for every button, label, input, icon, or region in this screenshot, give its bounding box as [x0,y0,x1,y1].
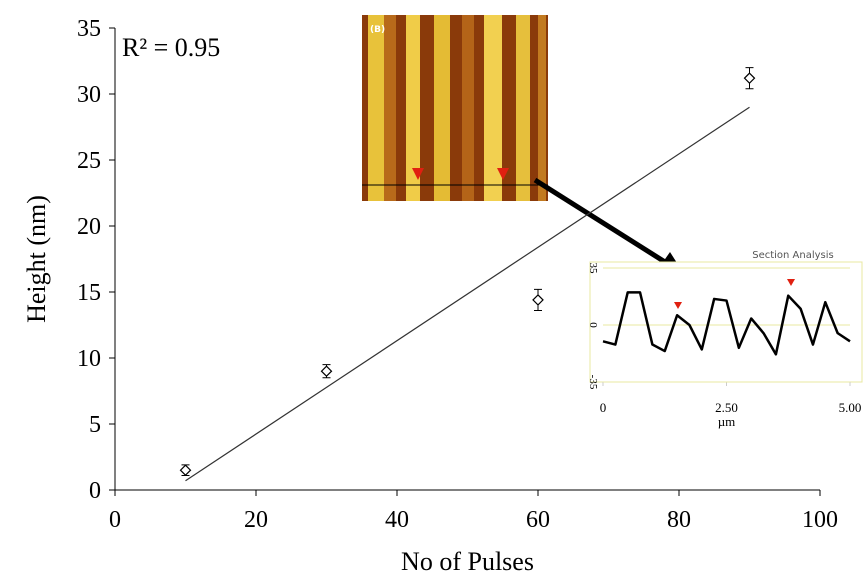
y-tick-label: 20 [77,214,101,240]
inset-y-tick-label: 0 [587,322,599,328]
trendline [185,106,750,482]
image-label: (B) [370,25,385,35]
afm-image: (B) [362,15,548,201]
annotation: R² = 0.95 [122,33,220,62]
y-axis-label: Height (nm) [22,195,51,323]
point [532,294,544,306]
marker [674,302,682,309]
inset-x-tick-label: 5.00 [839,400,862,415]
y-tick-label: 25 [77,148,101,174]
x-axis-label: No of Pulses [401,547,534,576]
x-tick-label: 60 [526,507,550,533]
inset-title: Section Analysis [752,250,834,261]
point [743,72,756,85]
inset-y-tick-label: 35 [587,263,599,275]
point [179,464,192,477]
point [320,365,333,378]
inset-x-tick-label: 2.50 [715,400,738,415]
profile-line [602,291,851,356]
x-tick-label: 0 [109,507,121,533]
x-tick-label: 40 [385,507,409,533]
x-tick-label: 20 [244,507,268,533]
x-tick-label: 100 [802,507,838,533]
inset-y-tick-label: -35 [587,375,599,390]
y-tick-label: 15 [77,280,101,306]
inset-frame [589,261,863,383]
arrow [533,177,684,274]
y-tick-label: 0 [89,478,101,504]
y-tick-label: 35 [77,16,101,42]
y-tick-label: 5 [89,412,101,438]
y-tick-label: 30 [77,82,101,108]
inset-x-label: µm [718,414,736,429]
x-tick-label: 80 [667,507,691,533]
inset-x-tick-label: 0 [600,400,607,415]
marker [787,279,795,286]
y-tick-label: 10 [77,346,101,372]
